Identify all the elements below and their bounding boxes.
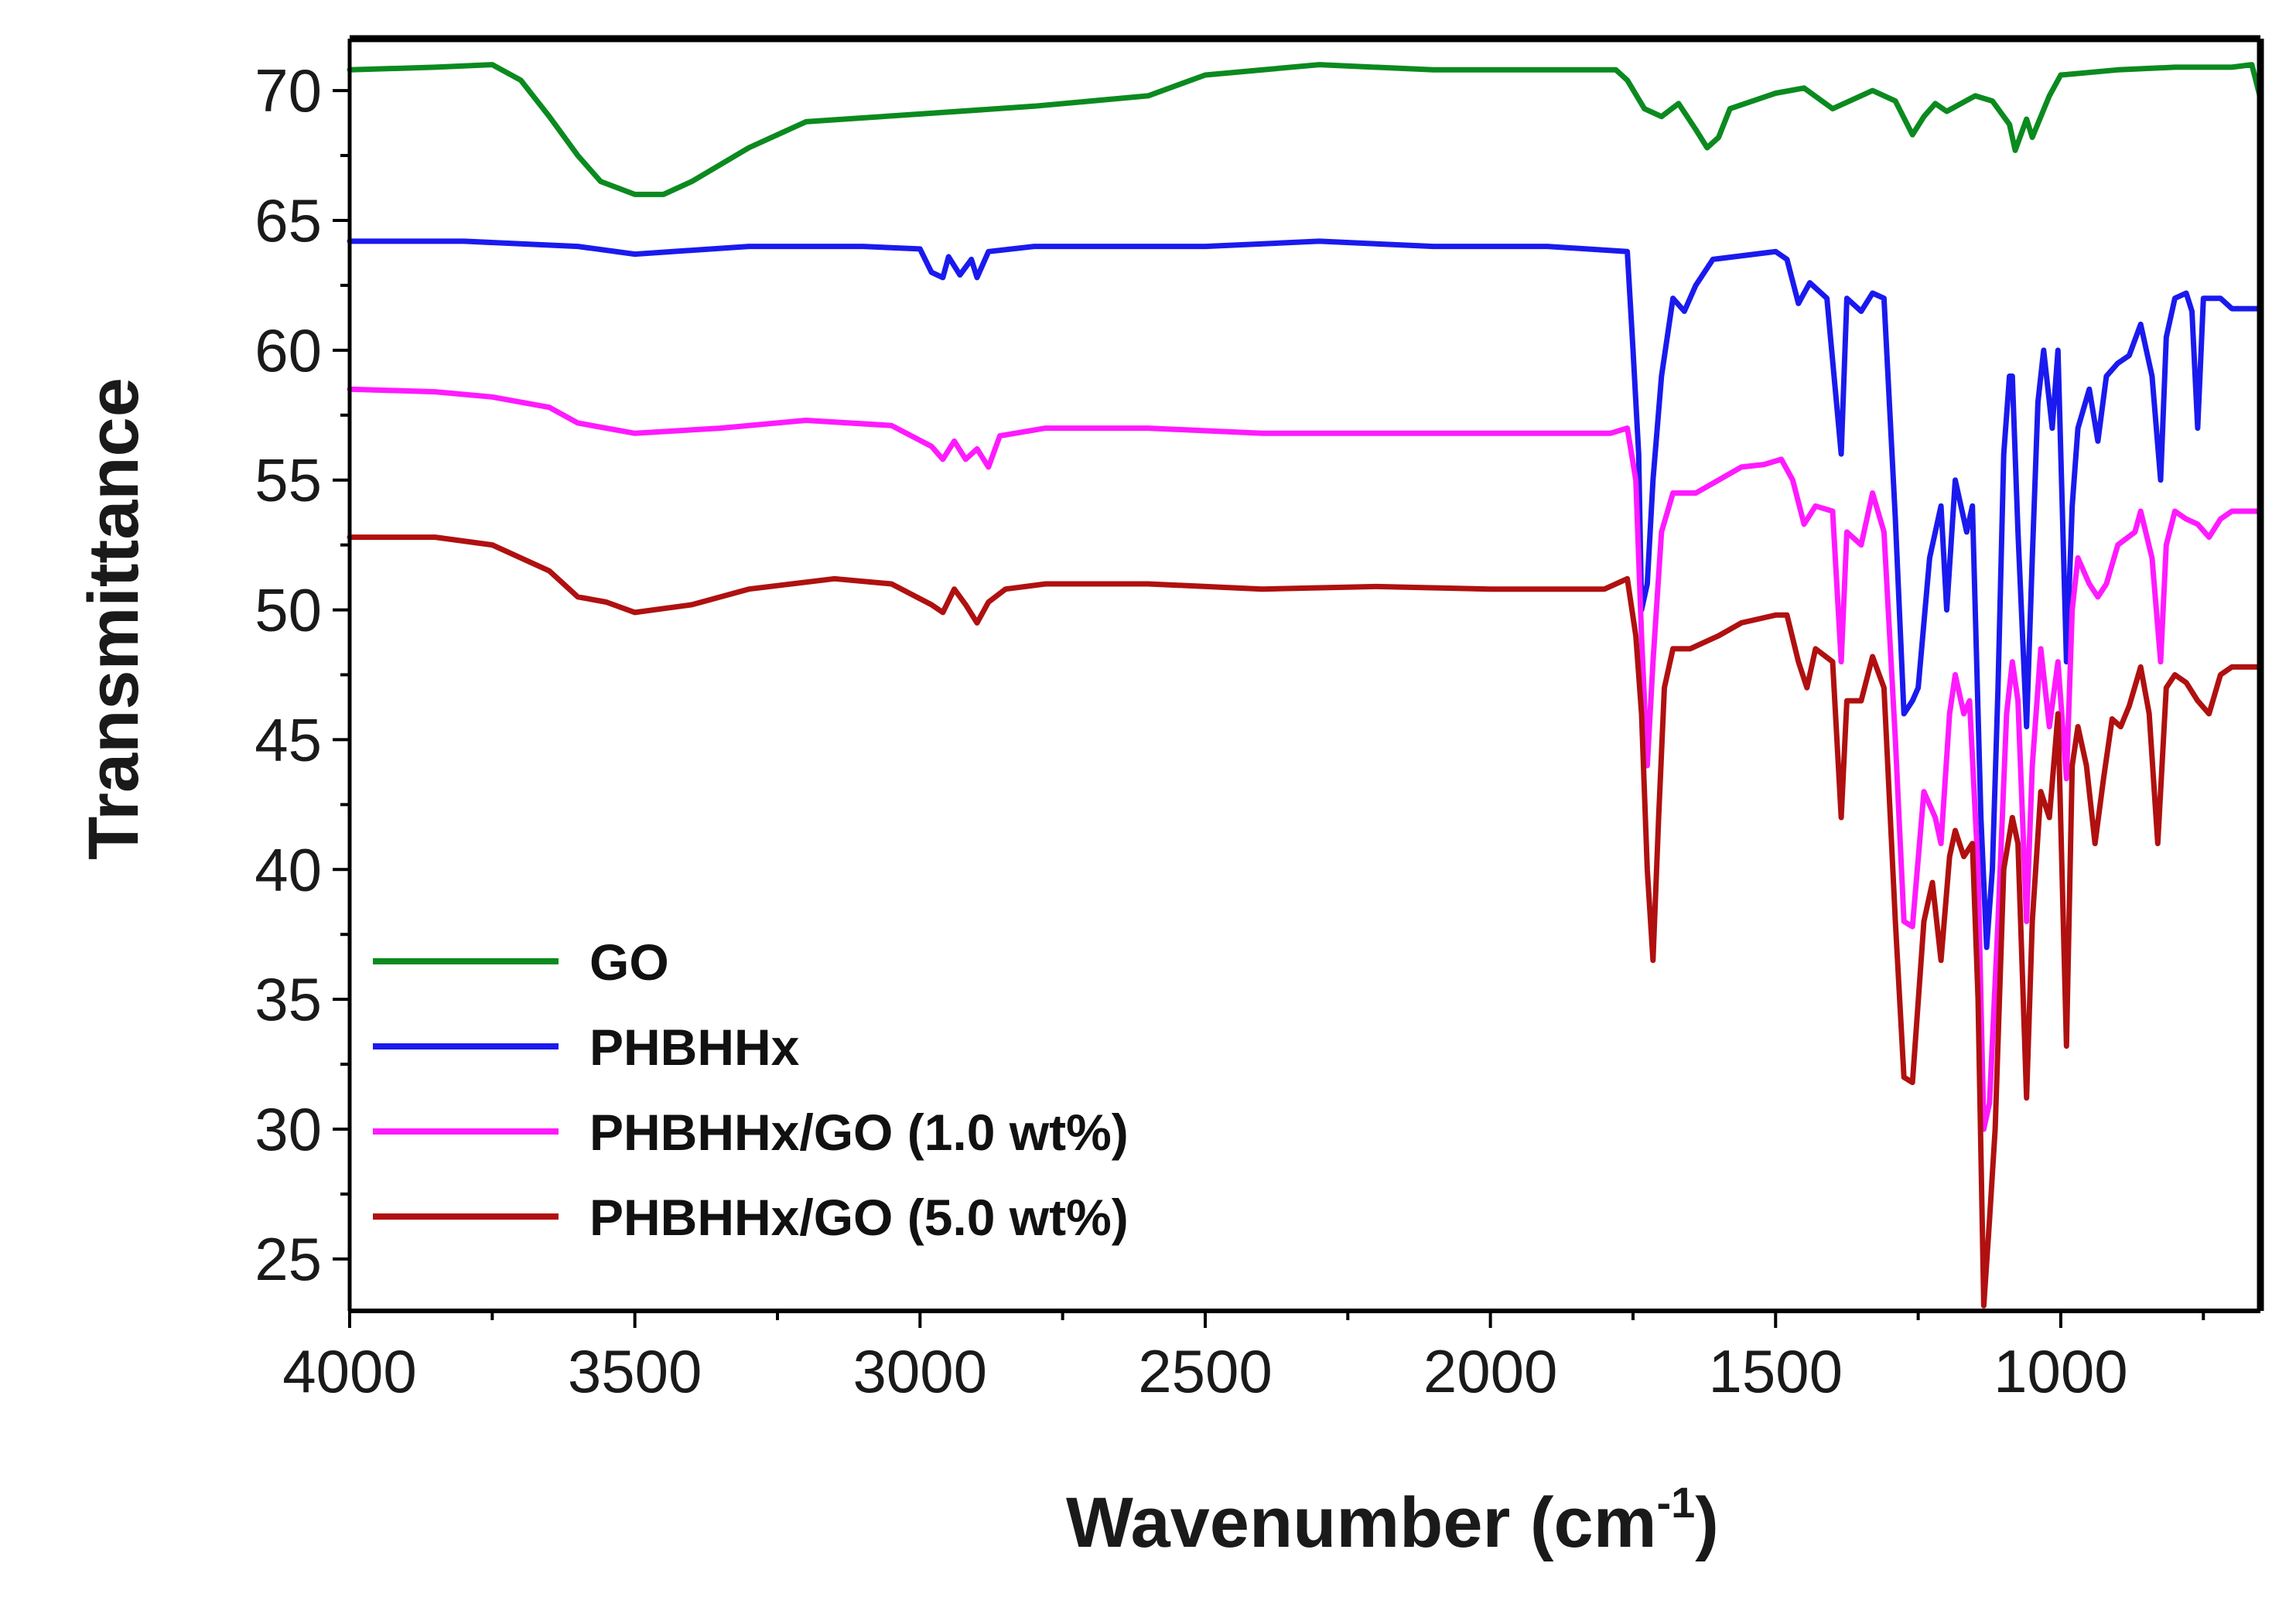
x-tick-label-3000: 3000 — [853, 1337, 988, 1405]
x-tick-label-3500: 3500 — [568, 1337, 702, 1405]
x-tick-label-2500: 2500 — [1138, 1337, 1273, 1405]
y-tick-label-50: 50 — [255, 576, 322, 644]
y-tick-label-40: 40 — [255, 835, 322, 903]
series-line-phbhhx-go-5-0-wt — [347, 534, 2264, 1309]
labels-layer: Transmittance Wavenumber (cm-1) — [74, 377, 1719, 1562]
y-axis-title: Transmittance — [74, 377, 153, 860]
y-tick-label-70: 70 — [255, 56, 322, 125]
y-tick-label-55: 55 — [255, 446, 322, 514]
series-layer — [347, 62, 2264, 1309]
axes-layer: 25 30 35 40 45 50 55 60 65 70 4000 3500 3000 2500 2000… — [255, 35, 2264, 1405]
x-axis-title: Wavenumber (cm-1) — [1066, 1478, 1719, 1562]
y-tick-label-60: 60 — [255, 316, 322, 384]
y-tick-label-25: 25 — [255, 1225, 322, 1293]
x-tick-label-1000: 1000 — [1994, 1337, 2128, 1405]
y-tick-label-65: 65 — [255, 186, 322, 254]
legend-label-phbhhx-go-5-0-wt: PHBHHx/GO (5.0 wt%) — [589, 1189, 1129, 1246]
y-tick-label-30: 30 — [255, 1095, 322, 1163]
x-tick-label-4000: 4000 — [282, 1337, 417, 1405]
y-tick-label-35: 35 — [255, 965, 322, 1033]
x-tick-label-2000: 2000 — [1423, 1337, 1558, 1405]
series-line-phbhhx-go-1-0-wt — [347, 386, 2264, 1132]
series-line-go — [347, 62, 2264, 197]
legend: GO PHBHHx PHBHHx/GO (1.0 wt%) PHBHHx/GO (5.… — [373, 933, 1129, 1246]
legend-label-phbhhx-go-1-0-wt: PHBHHx/GO (1.0 wt%) — [589, 1104, 1129, 1161]
legend-label-go: GO — [589, 933, 669, 991]
legend-label-phbhhx: PHBHHx — [589, 1019, 800, 1076]
y-tick-label-45: 45 — [255, 705, 322, 773]
series-line-phbhhx — [347, 238, 2264, 950]
x-tick-label-1500: 1500 — [1709, 1337, 1843, 1405]
